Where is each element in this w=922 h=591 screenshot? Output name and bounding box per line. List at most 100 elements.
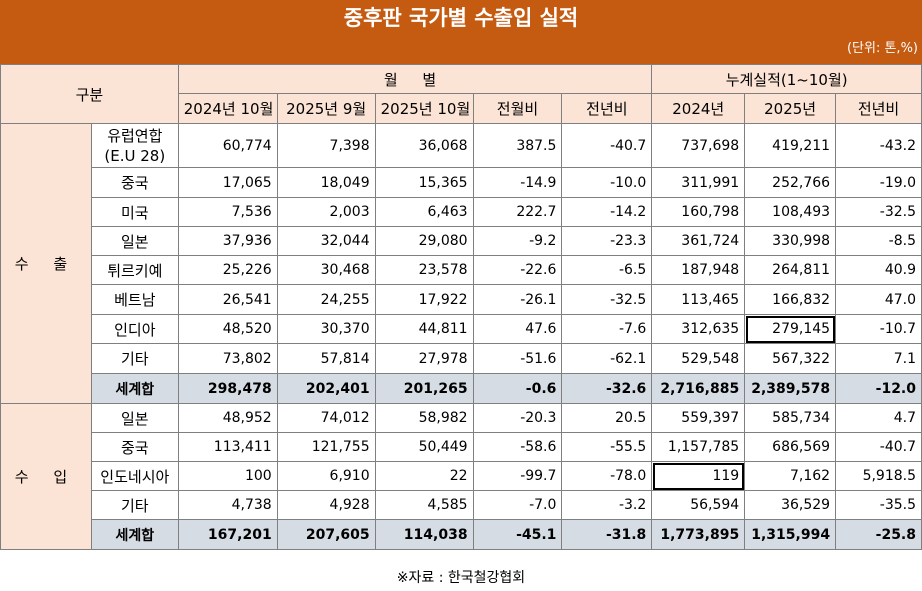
country-name: 베트남 xyxy=(90,284,179,315)
total-row: 세계합 298,478 202,401 201,265 -0.6 -32.6 2,716,8… xyxy=(1,373,922,404)
value-cell: 387.5 xyxy=(472,123,563,168)
value-cell: 737,698 xyxy=(651,123,746,168)
value-cell: 47.0 xyxy=(835,284,922,315)
value-cell: -22.6 xyxy=(472,255,563,285)
total-value-cell: 201,265 xyxy=(374,373,474,404)
value-cell: 4,585 xyxy=(374,490,474,520)
value-cell: -14.2 xyxy=(561,197,653,227)
value-cell: 36,068 xyxy=(374,123,474,168)
table-row: 일본 37,936 32,044 29,080 -9.2 -23.3 361,724 330,… xyxy=(1,226,922,256)
value-cell: 6,910 xyxy=(276,461,376,491)
value-cell: 30,468 xyxy=(276,255,376,285)
total-value-cell: 202,401 xyxy=(276,373,376,404)
value-cell: -20.3 xyxy=(472,403,563,433)
value-cell: -62.1 xyxy=(561,343,653,374)
country-name: 일본 xyxy=(90,226,179,256)
trade-table: 구분 월 별 누계실적(1~10월) 2024년 10월 2025년 9월 20… xyxy=(0,64,922,550)
value-cell: 47.6 xyxy=(472,314,563,344)
value-cell: 48,520 xyxy=(177,314,278,344)
country-name: 미국 xyxy=(90,197,179,227)
value-cell: 113,411 xyxy=(177,432,278,462)
value-cell: 25,226 xyxy=(177,255,278,285)
value-cell: -19.0 xyxy=(835,167,922,198)
total-value-cell: -32.6 xyxy=(561,373,653,404)
total-value-cell: -25.8 xyxy=(835,519,922,550)
value-cell: 18,049 xyxy=(276,167,376,198)
value-cell: -9.2 xyxy=(472,226,563,256)
value-cell: 567,322 xyxy=(744,343,837,374)
value-cell: -26.1 xyxy=(472,284,563,315)
value-cell: -6.5 xyxy=(561,255,653,285)
value-cell: -43.2 xyxy=(835,123,922,168)
table-row: 중국 17,065 18,049 15,365 -14.9 -10.0 311,991 252… xyxy=(1,167,922,198)
value-cell: 686,569 xyxy=(744,432,837,462)
table-row: 베트남 26,541 24,255 17,922 -26.1 -32.5 113,465 16… xyxy=(1,284,922,315)
country-name: 기타 xyxy=(90,343,179,374)
value-cell: 29,080 xyxy=(374,226,474,256)
total-value-cell: 207,605 xyxy=(276,519,376,550)
value-cell: 166,832 xyxy=(744,284,837,315)
total-value-cell: 1,315,994 xyxy=(744,519,837,550)
value-cell: 74,012 xyxy=(276,403,376,433)
value-cell: -7.6 xyxy=(561,314,653,344)
value-cell: 27,978 xyxy=(374,343,474,374)
value-cell: 6,463 xyxy=(374,197,474,227)
value-cell: -78.0 xyxy=(561,461,653,491)
value-cell: 559,397 xyxy=(651,403,746,433)
value-cell: 1,157,785 xyxy=(651,432,746,462)
export-group-label: 수 출 xyxy=(0,123,92,404)
table-row: 튀르키예 25,226 30,468 23,578 -22.6 -6.5 187,948 26… xyxy=(1,255,922,285)
value-cell: -32.5 xyxy=(561,284,653,315)
value-cell: -55.5 xyxy=(561,432,653,462)
table-row: 수 입 일본 48,952 74,012 58,982 -20.3 20.5 559,397 5… xyxy=(0,403,922,550)
title-bar: 중후판 국가별 수출입 실적 (단위: 톤,%) xyxy=(0,0,922,64)
country-name: 기타 xyxy=(90,490,179,520)
table-row: 중국 113,411 121,755 50,449 -58.6 -55.5 1,157,78… xyxy=(1,432,922,462)
value-cell: 222.7 xyxy=(472,197,563,227)
source-note: ※자료 : 한국철강협회 xyxy=(396,570,526,586)
country-name: 튀르키예 xyxy=(90,255,179,285)
total-value-cell: -45.1 xyxy=(472,519,563,550)
total-value-cell: -12.0 xyxy=(835,373,922,404)
value-cell: 7,536 xyxy=(177,197,278,227)
col-header: 전년비 xyxy=(561,93,653,124)
value-cell: 44,811 xyxy=(374,314,474,344)
value-cell: 311,991 xyxy=(651,167,746,198)
country-name: 중국 xyxy=(90,432,179,462)
value-cell: -10.0 xyxy=(561,167,653,198)
value-cell: -3.2 xyxy=(561,490,653,520)
value-cell: 4,738 xyxy=(177,490,278,520)
country-name: 인도네시아 xyxy=(90,461,179,491)
total-label: 세계합 xyxy=(90,519,179,550)
value-cell: 17,065 xyxy=(177,167,278,198)
value-cell: 15,365 xyxy=(374,167,474,198)
value-cell: 330,998 xyxy=(744,226,837,256)
value-cell: 23,578 xyxy=(374,255,474,285)
value-cell: 50,449 xyxy=(374,432,474,462)
value-cell: 5,918.5 xyxy=(835,461,922,491)
country-name: 유럽연합 (E.U 28) xyxy=(90,123,179,168)
value-cell: 32,044 xyxy=(276,226,376,256)
value-cell: 26,541 xyxy=(177,284,278,315)
value-cell: -23.3 xyxy=(561,226,653,256)
value-cell: 22 xyxy=(374,461,474,491)
value-cell: 121,755 xyxy=(276,432,376,462)
value-cell: -10.7 xyxy=(835,314,922,344)
value-cell: -32.5 xyxy=(835,197,922,227)
value-cell: 36,529 xyxy=(744,490,837,520)
table-row: 인디아 48,520 30,370 44,811 47.6 -7.6 312,635 279,… xyxy=(1,314,922,344)
value-cell: 30,370 xyxy=(276,314,376,344)
col-header: 2024년 xyxy=(651,93,746,124)
value-cell: 7,162 xyxy=(744,461,837,491)
col-header: 2025년 xyxy=(744,93,837,124)
value-cell: -51.6 xyxy=(472,343,563,374)
value-cell: 252,766 xyxy=(744,167,837,198)
value-cell: 113,465 xyxy=(651,284,746,315)
unit-label: (단위: 톤,%) xyxy=(846,41,918,56)
value-cell: 361,724 xyxy=(651,226,746,256)
country-name: 중국 xyxy=(90,167,179,198)
value-cell: 119 xyxy=(651,461,746,491)
total-label: 세계합 xyxy=(90,373,179,404)
page-title: 중후판 국가별 수출입 실적 xyxy=(343,6,579,30)
value-cell: 2,003 xyxy=(276,197,376,227)
